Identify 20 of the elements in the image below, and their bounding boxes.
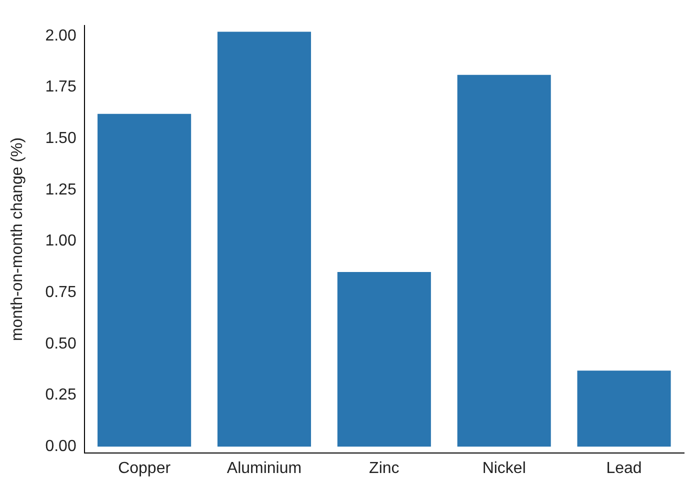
- x-tick-label: Zinc: [369, 460, 400, 477]
- y-tick-label: 1.50: [45, 130, 76, 147]
- y-tick-label: 0.75: [45, 284, 76, 302]
- bar: [337, 272, 431, 447]
- y-tick-label: 0.25: [45, 386, 76, 404]
- x-tick-label: Copper: [118, 460, 172, 477]
- y-tick-label: 1.00: [45, 232, 76, 250]
- y-tick-label: 1.75: [45, 78, 76, 96]
- y-tick-label: 0.50: [45, 335, 76, 352]
- y-axis-title: month-on-month change (%): [9, 137, 26, 342]
- bar: [577, 370, 671, 447]
- x-tick-label: Lead: [606, 460, 642, 477]
- x-tick-label: Nickel: [482, 460, 526, 477]
- y-tick-label: 2.00: [45, 27, 76, 44]
- bar: [217, 32, 312, 447]
- y-tick-label: 1.25: [45, 181, 76, 198]
- x-tick-label: Aluminium: [226, 460, 302, 477]
- y-tick-label: 0.00: [45, 438, 76, 456]
- bar: [457, 74, 551, 447]
- bar: [98, 114, 192, 447]
